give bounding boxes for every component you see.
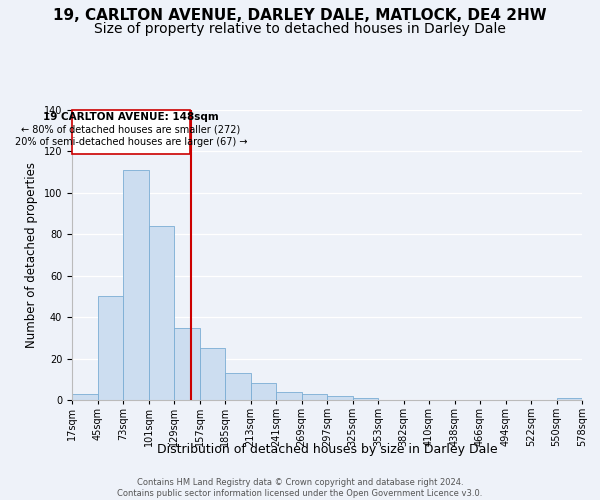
Bar — [251, 384, 276, 400]
Bar — [557, 398, 582, 400]
Text: 20% of semi-detached houses are larger (67) →: 20% of semi-detached houses are larger (… — [15, 137, 247, 147]
Text: 19 CARLTON AVENUE: 148sqm: 19 CARLTON AVENUE: 148sqm — [43, 112, 219, 122]
Bar — [174, 328, 199, 400]
Y-axis label: Number of detached properties: Number of detached properties — [25, 162, 38, 348]
Text: Distribution of detached houses by size in Darley Dale: Distribution of detached houses by size … — [157, 442, 497, 456]
Bar — [123, 170, 149, 400]
Bar — [149, 226, 174, 400]
Bar — [276, 392, 302, 400]
FancyBboxPatch shape — [72, 110, 190, 154]
Bar — [225, 373, 251, 400]
Text: 19, CARLTON AVENUE, DARLEY DALE, MATLOCK, DE4 2HW: 19, CARLTON AVENUE, DARLEY DALE, MATLOCK… — [53, 8, 547, 22]
Bar — [302, 394, 327, 400]
Bar — [327, 396, 353, 400]
Bar — [72, 394, 97, 400]
Text: ← 80% of detached houses are smaller (272): ← 80% of detached houses are smaller (27… — [22, 124, 241, 134]
Text: Contains HM Land Registry data © Crown copyright and database right 2024.
Contai: Contains HM Land Registry data © Crown c… — [118, 478, 482, 498]
Text: Size of property relative to detached houses in Darley Dale: Size of property relative to detached ho… — [94, 22, 506, 36]
Bar — [353, 398, 378, 400]
Bar — [97, 296, 123, 400]
Bar — [199, 348, 225, 400]
